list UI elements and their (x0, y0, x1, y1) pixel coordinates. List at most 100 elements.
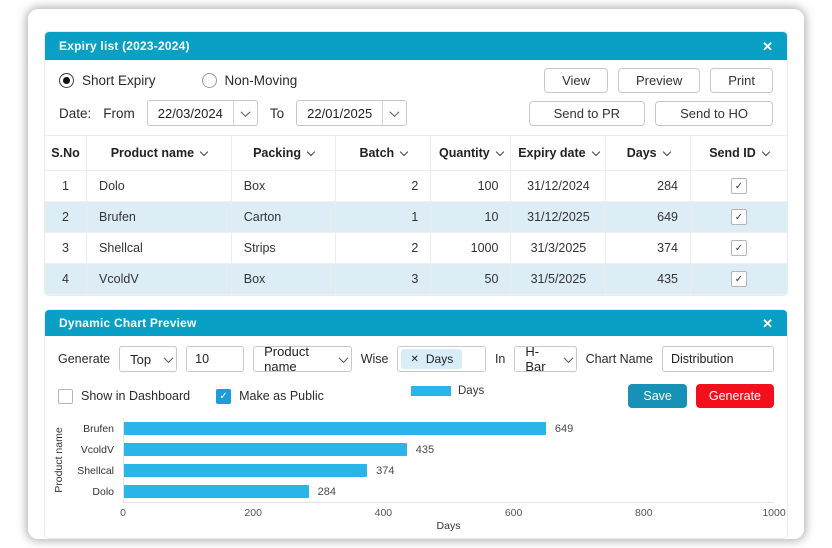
y-axis-label: Product name (53, 427, 65, 493)
send-to-ho-button[interactable]: Send to HO (655, 100, 773, 126)
table-row: 3 Shellcal Strips 2 1000 31/3/2025 374 ✓ (45, 232, 787, 264)
chart-type-select[interactable]: H-Bar (514, 344, 577, 374)
table-cell: ✓ (689, 170, 787, 202)
wise-tag-label: Days (425, 352, 454, 366)
x-axis-label: Days (436, 520, 461, 532)
top-select[interactable]: Top (119, 346, 178, 372)
expiry-panel-title: Expiry list (2023-2024) (59, 39, 190, 53)
column-header[interactable]: Batch (335, 135, 431, 171)
show-in-dashboard-checkbox[interactable]: Show in Dashboard (58, 388, 190, 404)
column-label: Expiry date (518, 146, 586, 160)
sort-chevron-icon[interactable] (199, 147, 209, 157)
radio-short-expiry[interactable]: Short Expiry (59, 73, 156, 88)
radio-icon[interactable] (59, 73, 74, 88)
print-button[interactable]: Print (710, 68, 773, 93)
y-axis-label-box: Product name (51, 418, 67, 532)
chart-plot-area: Brufen 649 VcoldV 435 Shellcal 374 Dolo 284 0 20… (67, 418, 786, 532)
from-date-select[interactable]: 22/03/2024 (146, 100, 258, 126)
chevron-down-icon[interactable] (382, 101, 406, 125)
send-id-checkbox[interactable]: ✓ (730, 240, 747, 257)
table-cell: Strips (230, 232, 336, 264)
count-input[interactable] (186, 346, 245, 372)
sort-chevron-icon[interactable] (495, 147, 504, 157)
bar-value-label: 435 (415, 443, 435, 456)
column-header[interactable]: Product name (86, 135, 232, 171)
table-row: 4 VcoldV Box 3 50 31/5/2025 435 ✓ (45, 263, 787, 295)
send-id-checkbox[interactable]: ✓ (730, 178, 747, 195)
save-button[interactable]: Save (628, 384, 687, 408)
chart-type-value: H-Bar (525, 344, 546, 374)
table-cell: Carton (230, 201, 336, 233)
x-axis-label-row: Days (67, 519, 774, 532)
table-cell: 31/5/2025 (510, 263, 606, 295)
column-header[interactable]: Expiry date (510, 135, 606, 171)
sort-chevron-icon[interactable] (761, 147, 771, 157)
bar-track: 284 (123, 481, 774, 502)
sort-chevron-icon[interactable] (306, 147, 316, 157)
table-header-row: S.No Product name Packing Batch Quantity Expi… (45, 135, 787, 171)
table-cell: 1 (62, 179, 69, 193)
column-label: Packing (253, 146, 301, 160)
chart-options-row: Show in Dashboard ✓ Make as Public Days … (45, 376, 787, 414)
radio-non-moving[interactable]: Non-Moving (201, 73, 298, 88)
column-header[interactable]: Days (605, 135, 691, 171)
bar-row: VcoldV 435 (67, 439, 774, 460)
preview-button[interactable]: Preview (618, 68, 701, 93)
from-label: From (103, 105, 135, 121)
send-id-checkbox[interactable]: ✓ (730, 209, 747, 226)
remove-tag-icon[interactable]: ✕ (410, 353, 419, 365)
field-select[interactable]: Product name (253, 344, 352, 374)
make-as-public-checkbox[interactable]: ✓ Make as Public (216, 388, 324, 404)
table-cell: 2 (62, 210, 69, 224)
table-cell: Brufen (86, 201, 232, 233)
radio-icon[interactable] (201, 73, 217, 88)
legend-label: Days (458, 385, 485, 397)
sort-chevron-icon[interactable] (591, 147, 600, 157)
report-buttons: View Preview Print (544, 68, 773, 93)
radio-group: Short Expiry Non-Moving (59, 73, 297, 88)
checkbox-icon[interactable] (58, 388, 73, 404)
table-cell: 4 (62, 272, 69, 286)
view-button[interactable]: View (544, 68, 609, 93)
bar-row: Brufen 649 (67, 418, 774, 439)
category-label: Shellcal (77, 464, 114, 477)
column-header[interactable]: Send ID (689, 135, 787, 171)
table-cell: 1 (335, 201, 431, 233)
checkbox-icon[interactable]: ✓ (216, 388, 232, 404)
table-cell: 1000 (430, 232, 511, 264)
column-header[interactable]: Quantity (430, 135, 511, 171)
chevron-down-icon[interactable] (561, 347, 576, 371)
column-header[interactable]: Packing (230, 135, 336, 171)
send-id-checkbox[interactable]: ✓ (730, 271, 747, 288)
chevron-down-icon[interactable] (336, 347, 351, 371)
dynamic-chart-panel: Dynamic Chart Preview ✕ Generate Top Pro… (44, 309, 788, 539)
from-date-value: 22/03/2024 (157, 105, 223, 121)
generate-label: Generate (58, 352, 111, 366)
close-icon[interactable]: ✕ (762, 38, 773, 54)
wise-multiselect[interactable]: ✕ Days (397, 346, 486, 372)
bar (124, 464, 368, 477)
send-to-pr-button[interactable]: Send to PR (528, 100, 646, 126)
in-label: In (494, 352, 506, 366)
generate-button[interactable]: Generate (695, 384, 774, 408)
table-cell: 649 (605, 201, 691, 233)
column-header: S.No (45, 135, 87, 171)
to-date-select[interactable]: 22/01/2025 (296, 100, 408, 126)
sort-chevron-icon[interactable] (662, 147, 671, 157)
bar (124, 485, 309, 498)
bar-track: 435 (123, 439, 774, 460)
chevron-down-icon[interactable] (161, 347, 176, 371)
radio-label: Short Expiry (82, 73, 156, 88)
chevron-down-icon[interactable] (232, 101, 257, 125)
wise-label: Wise (360, 352, 389, 366)
legend-swatch (411, 386, 451, 396)
table-cell: ✓ (689, 201, 787, 233)
sort-chevron-icon[interactable] (399, 147, 409, 157)
chart-name-input[interactable] (662, 346, 774, 372)
radio-label: Non-Moving (224, 73, 298, 88)
close-icon[interactable]: ✕ (762, 315, 773, 331)
x-tick-label: 200 (244, 507, 262, 519)
table-cell: 435 (605, 263, 691, 295)
table-cell: 2 (335, 232, 431, 264)
send-buttons: Send to PR Send to HO (528, 100, 773, 126)
